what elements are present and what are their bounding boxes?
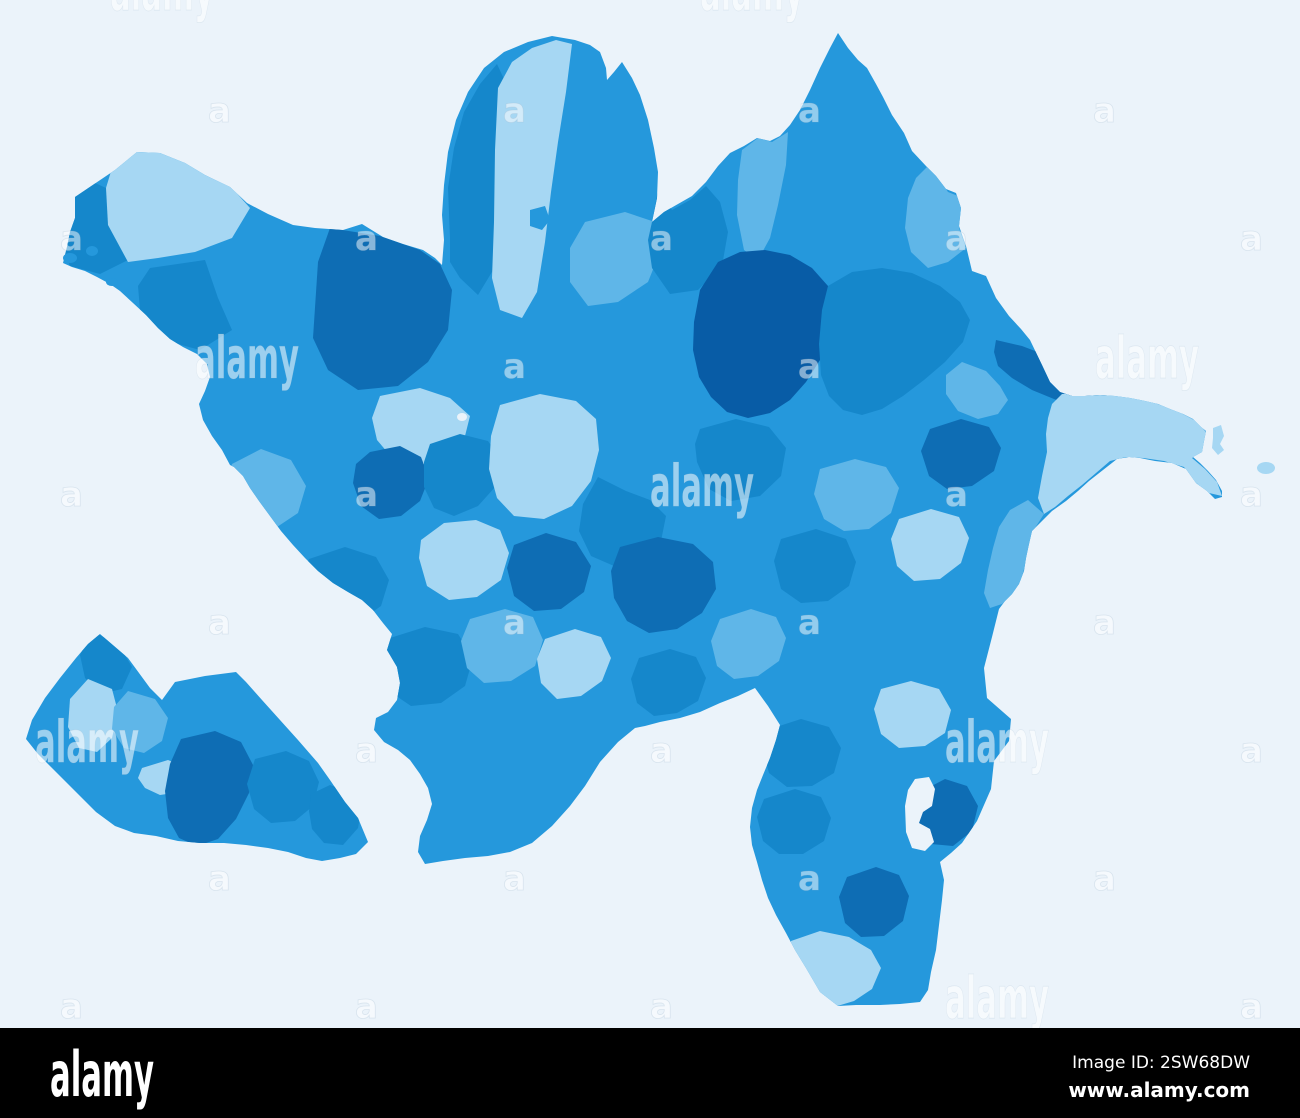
watermark-a: a <box>1240 731 1263 771</box>
district-region <box>737 132 788 260</box>
watermark-a: a <box>503 347 526 387</box>
district-region <box>774 529 856 603</box>
district-region <box>946 362 1008 419</box>
district-region <box>611 537 716 633</box>
watermark-a: a <box>798 347 821 387</box>
island <box>1212 425 1224 455</box>
watermark-a: a <box>650 731 673 771</box>
watermark-a: a <box>355 987 378 1027</box>
district-region <box>711 609 786 679</box>
watermark-a: a <box>1240 475 1263 515</box>
district-region <box>814 459 899 531</box>
island <box>86 246 98 256</box>
watermark-alamy-word: alamy <box>945 964 1049 1032</box>
district-region <box>839 867 909 937</box>
watermark-alamy-word: alamy <box>650 452 754 520</box>
watermark-a: a <box>503 859 526 899</box>
district-region <box>905 166 966 268</box>
district-region <box>570 212 660 306</box>
watermark-alamy-word: alamy <box>1095 324 1199 392</box>
nakhchivan-districts <box>68 634 362 846</box>
footer-bar-background <box>0 1028 1300 1118</box>
district-region <box>379 627 473 706</box>
watermark-alamy-word: alamy <box>195 324 299 392</box>
district-region <box>762 719 841 787</box>
watermark-alamy-word: alamy <box>35 708 139 776</box>
district-region <box>247 751 319 823</box>
watermark-alamy-word: alamy <box>945 708 1049 776</box>
district-region <box>138 260 232 350</box>
district-region <box>112 691 168 753</box>
alamy-logo: alamy <box>50 1038 154 1111</box>
watermark-a: a <box>798 859 821 899</box>
district-region <box>353 446 429 519</box>
district-region <box>530 206 550 230</box>
watermark-a: a <box>355 219 378 259</box>
watermark-a: a <box>1240 219 1263 259</box>
watermark-layer: a a a a a a a a a a a a a a a a a a a a a a a a a a a a a a alamy alamy… <box>35 0 1264 1032</box>
lake-hole <box>457 413 467 421</box>
watermark-a: a <box>208 603 231 643</box>
district-region <box>424 434 501 516</box>
district-region <box>695 419 786 501</box>
district-region <box>68 679 118 752</box>
district-region <box>461 609 543 683</box>
district-region <box>537 629 611 699</box>
district-region <box>1038 392 1222 514</box>
website-url-text: www.alamy.com <box>1068 1078 1250 1102</box>
watermark-a: a <box>503 91 526 131</box>
district-region <box>891 509 969 581</box>
watermark-a: a <box>1093 91 1116 131</box>
watermark-a: a <box>355 731 378 771</box>
district-region <box>984 500 1044 608</box>
island <box>106 278 118 286</box>
footer-bar: alamy Image ID: 2SW68DW www.alamy.com <box>0 1028 1300 1118</box>
district-region <box>874 681 951 748</box>
district-region <box>165 731 253 846</box>
watermark-a: a <box>60 987 83 1027</box>
district-region <box>757 789 831 854</box>
azerbaijan-main-territory <box>63 33 1222 1006</box>
district-region <box>819 268 970 415</box>
watermark-a: a <box>945 475 968 515</box>
district-region <box>693 250 838 418</box>
coastal-inlet <box>905 777 935 851</box>
district-region <box>313 228 452 390</box>
district-region <box>631 649 706 716</box>
watermark-alamy-word: alamy <box>110 0 214 24</box>
watermark-a: a <box>355 475 378 515</box>
district-region <box>80 634 132 694</box>
watermark-a: a <box>798 91 821 131</box>
district-region <box>419 520 509 600</box>
image-id-text: Image ID: 2SW68DW <box>1072 1053 1250 1073</box>
district-region <box>507 533 591 611</box>
district-region <box>492 40 572 318</box>
watermark-a: a <box>798 603 821 643</box>
district-region <box>648 186 728 294</box>
island <box>1257 462 1275 474</box>
watermark-a: a <box>945 219 968 259</box>
district-region <box>489 394 599 519</box>
watermark-alamy-word: alamy <box>700 0 804 24</box>
nakhchivan-exclave <box>26 634 368 861</box>
watermark-a: a <box>650 219 673 259</box>
district-region <box>921 419 1001 489</box>
islands <box>63 246 1275 474</box>
watermark-a: a <box>60 219 83 259</box>
watermark-a: a <box>1093 603 1116 643</box>
watermark-a: a <box>208 91 231 131</box>
island <box>63 253 77 263</box>
watermark-a: a <box>1093 859 1116 899</box>
watermark-a: a <box>60 475 83 515</box>
watermark-a: a <box>208 859 231 899</box>
watermark-a: a <box>503 603 526 643</box>
watermark-a: a <box>650 987 673 1027</box>
watermark-a: a <box>1240 987 1263 1027</box>
